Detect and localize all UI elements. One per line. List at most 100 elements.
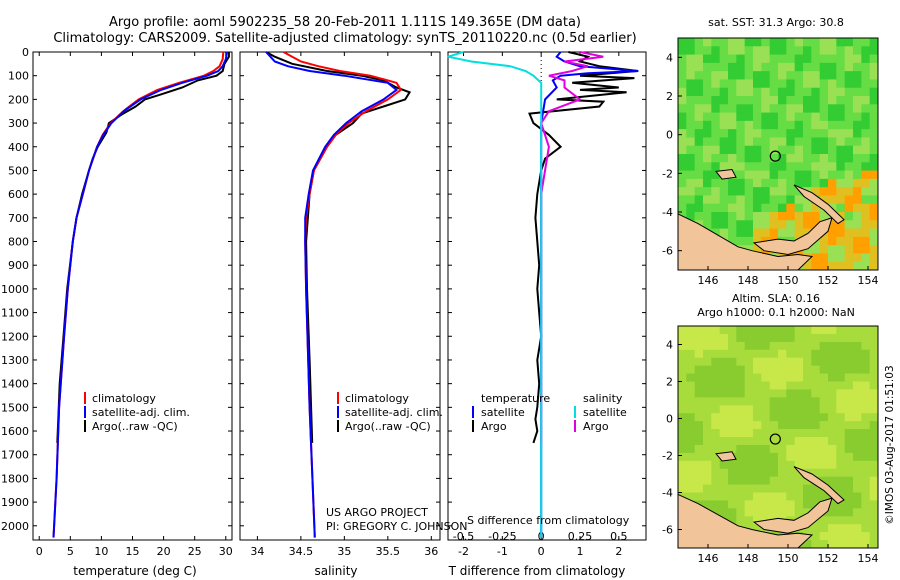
field-cell — [678, 381, 687, 390]
field-cell — [728, 333, 737, 343]
field-cell — [794, 357, 804, 367]
field-cell — [836, 524, 846, 533]
field-cell — [711, 129, 721, 138]
field-cell — [819, 178, 829, 188]
field-cell — [861, 508, 871, 517]
title-line-2: Climatology: CARS2009. Satellite-adjuste… — [53, 31, 636, 46]
field-cell — [736, 500, 746, 509]
field-cell — [769, 162, 779, 172]
y-tick-label: 300 — [8, 117, 29, 130]
field-cell — [744, 137, 754, 147]
field-cell — [861, 187, 871, 196]
field-cell — [728, 54, 737, 64]
field-cell — [761, 373, 771, 382]
field-cell — [794, 452, 804, 462]
field-cell — [836, 508, 846, 517]
field-cell — [819, 413, 829, 422]
field-cell — [678, 62, 687, 72]
y-tick-label: 1000 — [1, 283, 29, 296]
field-cell — [794, 170, 804, 180]
field-cell — [694, 484, 704, 493]
field-cell — [769, 492, 779, 501]
field-cell — [836, 162, 846, 172]
field-cell — [794, 154, 804, 163]
field-cell — [744, 220, 754, 230]
field-cell — [736, 112, 746, 122]
field-cell — [678, 373, 687, 382]
field-cell — [744, 452, 754, 462]
field-cell — [778, 96, 787, 105]
field-cell — [844, 38, 854, 47]
field-cell — [753, 203, 762, 213]
field-cell — [719, 38, 729, 47]
field-cell — [836, 333, 846, 343]
field-cell — [836, 137, 846, 147]
field-cell — [694, 357, 704, 367]
field-cell — [778, 381, 787, 390]
x-tick-label: 15 — [126, 545, 140, 558]
field-cell — [861, 532, 871, 541]
field-cell — [811, 62, 821, 72]
field-cell — [794, 484, 804, 493]
field-cell — [844, 79, 854, 89]
field-cell — [694, 145, 704, 155]
field-cell — [761, 389, 771, 398]
field-cell — [744, 162, 754, 172]
field-cell — [678, 162, 687, 172]
field-cell — [778, 444, 787, 454]
field-cell — [861, 492, 871, 501]
y-tick-label: 1200 — [1, 330, 29, 343]
field-cell — [703, 492, 712, 501]
field-cell — [786, 405, 796, 414]
field-cell — [811, 187, 821, 196]
map-y-tick-label: 4 — [666, 339, 673, 352]
field-cell — [794, 71, 804, 80]
field-cell — [736, 137, 746, 147]
map-y-tick-label: 2 — [666, 376, 673, 389]
field-cell — [794, 54, 804, 64]
field-cell — [861, 170, 871, 180]
field-cell — [811, 532, 821, 541]
field-cell — [828, 524, 837, 533]
field-cell — [769, 79, 779, 89]
field-cell — [853, 373, 862, 382]
pi-label: PI: GREGORY C. JOHNSON — [326, 520, 467, 533]
field-cell — [711, 162, 721, 172]
field-cell — [686, 333, 696, 343]
field-cell — [828, 516, 837, 525]
y-tick-label: 1300 — [1, 354, 29, 367]
field-cell — [819, 112, 829, 122]
field-cell — [844, 437, 854, 446]
field-cell — [694, 492, 704, 501]
y-tick-label: 200 — [8, 93, 29, 106]
field-cell — [811, 71, 821, 80]
field-cell — [853, 71, 862, 80]
field-cell — [786, 389, 796, 398]
field-cell — [853, 349, 862, 359]
field-cell — [861, 452, 871, 462]
field-cell — [686, 87, 696, 97]
field-cell — [844, 46, 854, 56]
field-cell — [819, 524, 829, 533]
field-cell — [761, 357, 771, 367]
field-cell — [828, 96, 837, 105]
field-cell — [694, 96, 704, 105]
field-cell — [686, 137, 696, 147]
field-cell — [736, 46, 746, 56]
field-cell — [853, 154, 862, 163]
field-cell — [736, 212, 746, 221]
field-cell — [803, 460, 812, 470]
field-cell — [753, 444, 762, 454]
field-cell — [836, 187, 846, 196]
field-cell — [753, 104, 762, 114]
field-cell — [861, 245, 871, 254]
field-cell — [678, 79, 687, 89]
field-cell — [811, 79, 821, 89]
field-cell — [828, 162, 837, 172]
field-cell — [869, 261, 879, 271]
field-cell — [844, 413, 854, 422]
field-cell — [761, 87, 771, 97]
field-cell — [686, 429, 696, 438]
field-cell — [853, 333, 862, 343]
field-cell — [711, 154, 721, 163]
